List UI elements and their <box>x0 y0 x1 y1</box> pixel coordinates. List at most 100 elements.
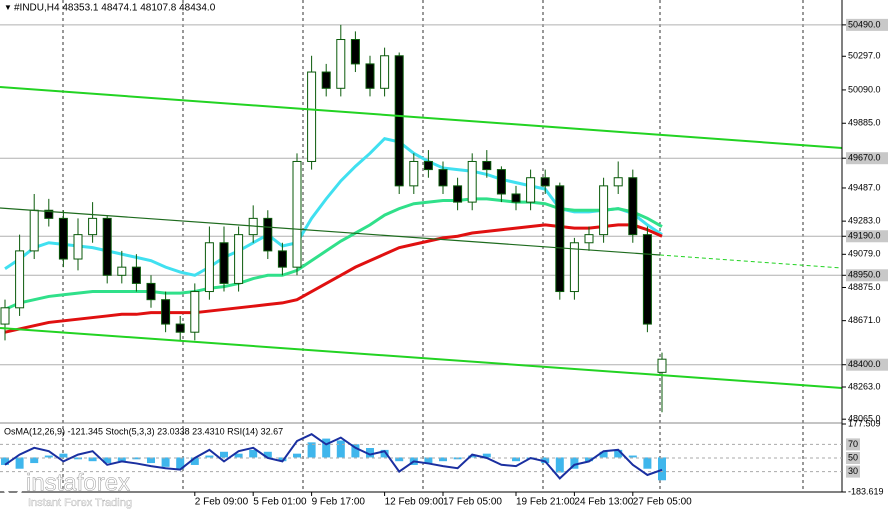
y-tick-label: 49670.0 <box>848 153 881 163</box>
candle-body <box>234 234 244 284</box>
indicator-title: OsMA(12,26,9) -121.345 Stoch(5,3,3) 23.0… <box>4 426 283 436</box>
candle-body <box>365 63 375 89</box>
level-label: 50 <box>848 452 858 462</box>
candle-body <box>336 39 346 89</box>
level-label-box <box>846 465 860 478</box>
osma-bar <box>132 457 141 460</box>
menu-arrow[interactable]: ▼ <box>4 3 12 12</box>
candle-body <box>117 266 127 276</box>
indicator-tick-label: -183.619 <box>848 486 884 496</box>
candle-body <box>584 234 594 244</box>
channel-middle-ext <box>659 254 843 269</box>
candle-body <box>482 160 492 171</box>
level-label: 70 <box>848 439 858 449</box>
candle-body <box>131 266 141 284</box>
osma-bar <box>336 440 345 458</box>
candle-body <box>0 307 10 325</box>
candle-body <box>58 217 68 260</box>
y-tick-label: 48950.0 <box>848 270 881 280</box>
trend-lines <box>0 86 843 389</box>
osma-bar <box>293 453 301 458</box>
candle-body <box>73 234 83 260</box>
osma-bar <box>468 455 477 458</box>
rsi-line <box>4 433 663 480</box>
candle-body <box>496 169 506 195</box>
level-label-box <box>846 230 888 243</box>
osma-bar <box>161 457 170 467</box>
candle-body <box>350 39 360 65</box>
candle-body <box>204 242 214 293</box>
osma-bar <box>512 457 520 462</box>
y-tick-label: 49885.0 <box>848 118 881 128</box>
osma-bar <box>424 457 433 464</box>
candle-body <box>219 242 229 284</box>
osma-bar <box>30 457 39 464</box>
candle-body <box>467 160 477 203</box>
osma-bar <box>103 457 112 464</box>
candle-body <box>409 160 419 187</box>
candle-body <box>307 71 317 162</box>
moving-average <box>4 223 663 334</box>
candle-body <box>380 55 390 89</box>
osma-bar <box>234 453 243 458</box>
osma-bar <box>643 457 652 469</box>
watermark: instaforex Instant Forex Trading <box>2 469 132 509</box>
osma-bar <box>176 457 185 469</box>
indicator-tick-label: 177.509 <box>848 418 881 428</box>
y-tick-label: 48065.0 <box>848 414 881 424</box>
candle-body <box>263 217 273 252</box>
y-tick-label: 50490.0 <box>848 19 881 29</box>
x-tick-label: 24 Feb 13:00 <box>574 497 633 508</box>
osma-bar <box>263 451 272 458</box>
candle-body <box>613 177 623 187</box>
y-tick-label: 49079.0 <box>848 249 881 259</box>
logo-icon <box>2 475 24 497</box>
candle-body <box>642 234 652 325</box>
osma-bar <box>614 449 623 458</box>
candle-body <box>15 250 25 309</box>
osma-bar <box>628 455 637 458</box>
osma-bar <box>147 457 155 464</box>
candle-body <box>555 185 565 293</box>
osma-bar <box>278 457 287 462</box>
indicator-pane <box>0 433 842 481</box>
osma-bar <box>1 457 9 465</box>
candle-body <box>321 71 331 89</box>
level-label-box <box>846 358 888 371</box>
candle-body <box>44 209 54 219</box>
osma-bar <box>59 453 68 458</box>
price-pane <box>0 24 842 413</box>
candle-body <box>161 299 171 325</box>
candle-body <box>438 169 448 187</box>
candle-body <box>628 177 638 236</box>
brand: instaforex <box>26 469 130 496</box>
osma-bar <box>44 455 53 458</box>
y-tick-label: 49283.0 <box>848 216 881 226</box>
y-tick-label: 49190.0 <box>848 231 881 241</box>
osma-bar <box>205 455 214 458</box>
osma-bar <box>570 457 579 469</box>
osma-bar <box>307 442 316 458</box>
y-tick-label: 50297.0 <box>848 51 881 61</box>
x-tick-label: 27 Feb 05:00 <box>633 497 692 508</box>
osma-bar <box>15 457 24 469</box>
osma-bar <box>88 457 97 462</box>
level-label-box <box>846 152 888 165</box>
x-tick-label: 12 Feb 09:00 <box>385 497 444 508</box>
osma-bar <box>190 457 199 465</box>
level-label-box <box>846 269 888 282</box>
x-tick-label: 19 Feb 21:00 <box>516 497 575 508</box>
osma-bar <box>482 453 491 458</box>
osma-bar <box>395 457 404 462</box>
candle-body <box>540 177 550 187</box>
candle-body <box>657 358 667 373</box>
candle-body <box>526 177 536 203</box>
osma-bar <box>380 449 389 458</box>
candle-body <box>423 160 433 171</box>
y-tick-label: 48263.0 <box>848 381 881 391</box>
x-tick-label: 9 Feb 17:00 <box>312 497 366 508</box>
moving-average <box>4 137 663 277</box>
tagline: Instant Forex Trading <box>28 497 132 509</box>
